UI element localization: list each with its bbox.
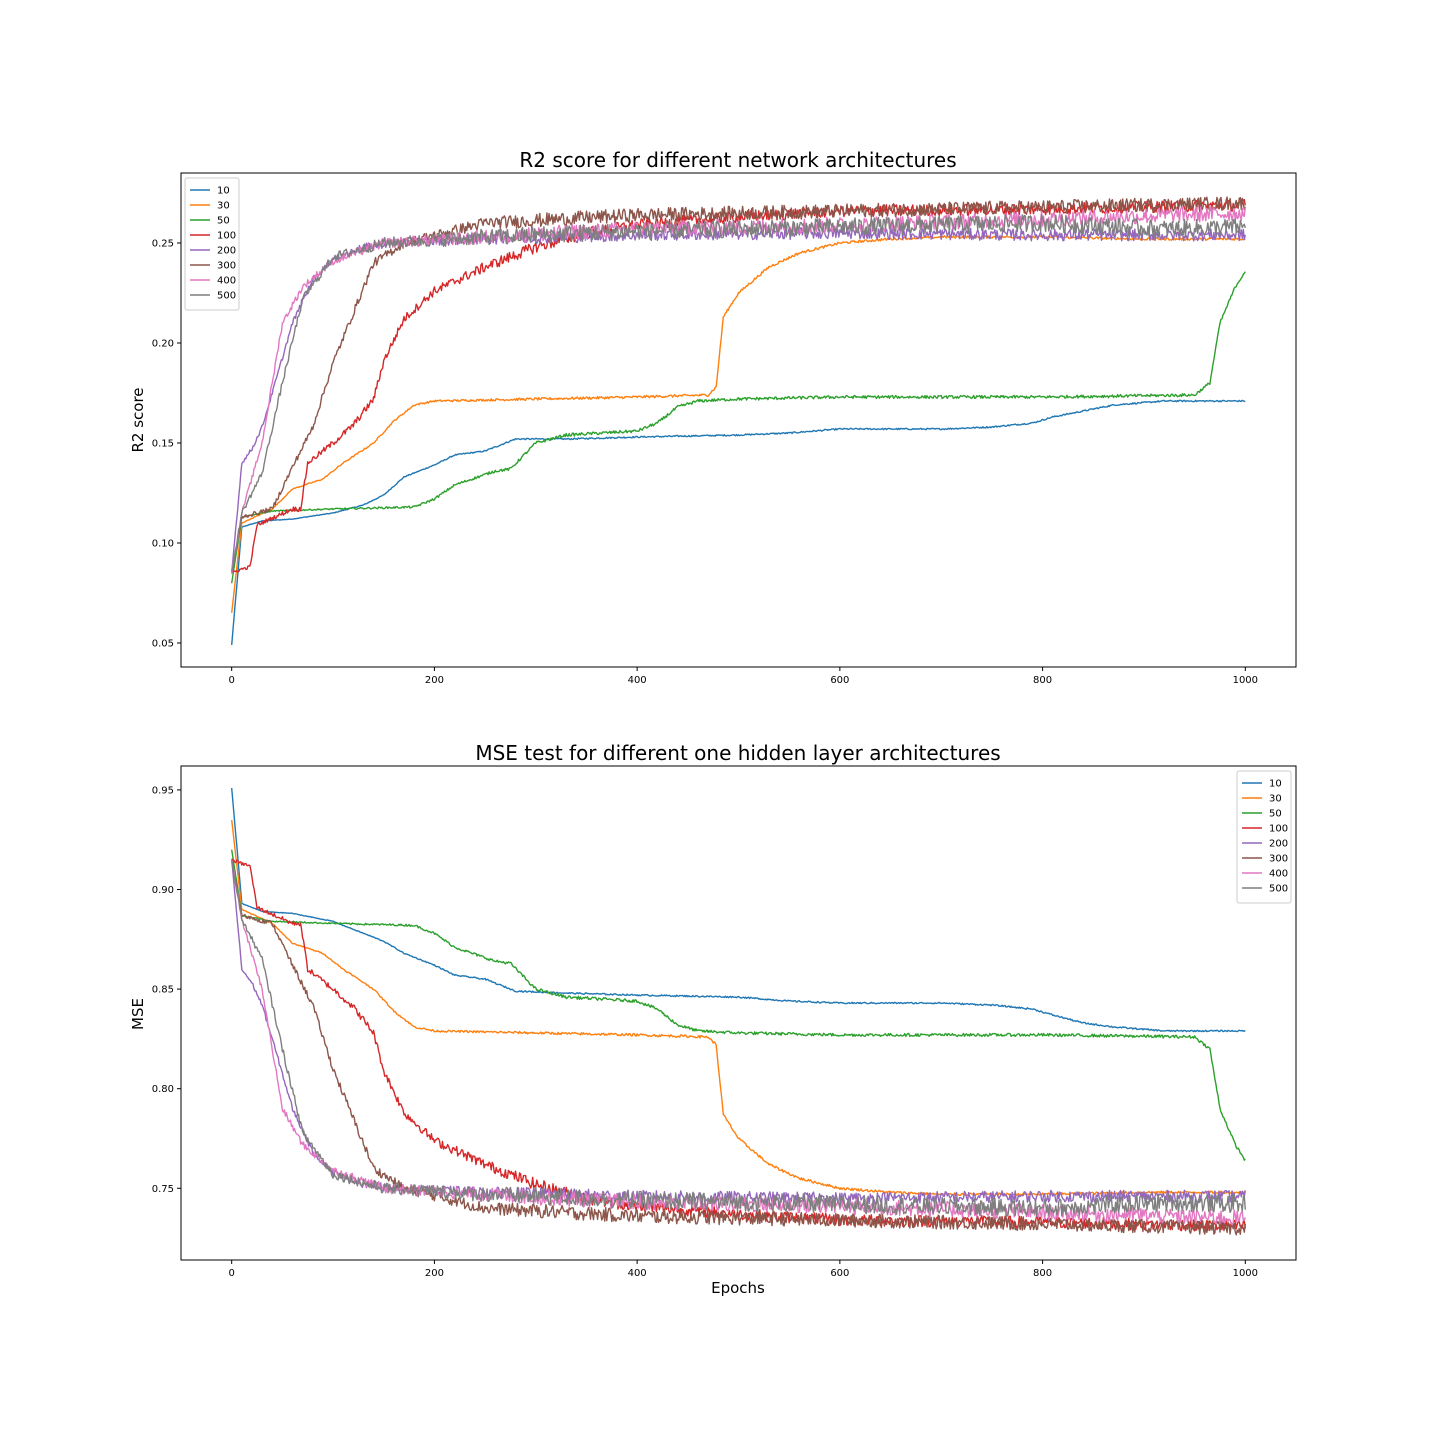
series-line-300 <box>231 859 1246 1236</box>
series-line-10 <box>231 399 1246 645</box>
legend-label: 200 <box>1269 839 1288 850</box>
series-line-50 <box>231 849 1246 1161</box>
x-tick-label: 0 <box>228 1268 234 1279</box>
y-tick-label: 0.20 <box>152 339 174 350</box>
y-tick-label: 0.10 <box>152 539 174 550</box>
x-tick-label: 1000 <box>1233 1268 1258 1279</box>
legend-box <box>1236 770 1292 904</box>
y-axis-label: MSE <box>129 998 147 1030</box>
mse-test-chart: MSE test for different one hidden layer … <box>129 741 1297 1297</box>
plot-lines <box>231 787 1246 1236</box>
y-tick-label: 0.15 <box>152 439 174 450</box>
series-line-500 <box>231 860 1246 1218</box>
legend-label: 400 <box>217 276 236 287</box>
series-line-30 <box>231 820 1246 1197</box>
y-tick-label: 0.80 <box>152 1084 174 1095</box>
series-line-500 <box>231 214 1246 572</box>
x-axis-label: Epochs <box>711 1279 765 1297</box>
series-line-50 <box>231 271 1246 584</box>
x-tick-label: 600 <box>830 1268 849 1279</box>
y-tick-label: 0.90 <box>152 885 174 896</box>
series-line-400 <box>231 859 1246 1226</box>
r2-score-chart: R2 score for different network architect… <box>129 148 1297 687</box>
legend: 10 30 50 100 200 300 400 500 <box>1236 770 1292 904</box>
y-tick-label: 0.25 <box>152 239 174 250</box>
series-line-400 <box>231 206 1246 574</box>
x-tick-label: 400 <box>628 675 647 686</box>
plot-frame <box>180 765 1297 1261</box>
x-tick-label: 400 <box>628 1268 647 1279</box>
plot-lines <box>231 196 1246 645</box>
x-tick-label: 800 <box>1033 675 1052 686</box>
series-line-30 <box>231 235 1246 613</box>
legend-label: 200 <box>217 246 236 257</box>
axis-ticks: 0 200 400 600 800 1000 0.75 0.80 0.85 0.90 0.95 <box>152 785 1258 1279</box>
series-line-200 <box>231 226 1246 573</box>
legend: 10 30 50 100 200 300 400 500 <box>184 177 240 311</box>
legend-label: 30 <box>1269 794 1282 805</box>
legend-label: 400 <box>1269 869 1288 880</box>
x-tick-label: 200 <box>425 1268 444 1279</box>
plot-frame <box>180 172 1297 668</box>
legend-label: 100 <box>1269 824 1288 835</box>
legend-label: 500 <box>217 291 236 302</box>
legend-label: 300 <box>217 261 236 272</box>
y-tick-label: 0.75 <box>152 1184 174 1195</box>
x-tick-label: 800 <box>1033 1268 1052 1279</box>
y-tick-label: 0.85 <box>152 985 174 996</box>
legend-box <box>184 177 240 311</box>
chart-title: MSE test for different one hidden layer … <box>475 741 1000 765</box>
x-tick-label: 1000 <box>1233 675 1258 686</box>
series-line-10 <box>231 787 1246 1033</box>
legend-label: 50 <box>1269 809 1282 820</box>
legend-label: 10 <box>217 186 230 197</box>
axis-ticks: 0 200 400 600 800 1000 0.05 0.10 0.15 0.20 0.25 <box>152 239 1258 687</box>
x-tick-label: 0 <box>228 675 234 686</box>
chart-title: R2 score for different network architect… <box>519 148 956 172</box>
y-axis-label: R2 score <box>129 387 147 452</box>
legend-label: 50 <box>217 216 230 227</box>
x-tick-label: 600 <box>830 675 849 686</box>
legend-label: 300 <box>1269 854 1288 865</box>
y-tick-label: 0.05 <box>152 639 174 650</box>
legend-label: 100 <box>217 231 236 242</box>
legend-label: 30 <box>217 201 230 212</box>
series-line-300 <box>231 196 1246 573</box>
legend-label: 10 <box>1269 779 1282 790</box>
legend-label: 500 <box>1269 884 1288 895</box>
y-tick-label: 0.95 <box>152 785 174 796</box>
x-tick-label: 200 <box>425 675 444 686</box>
